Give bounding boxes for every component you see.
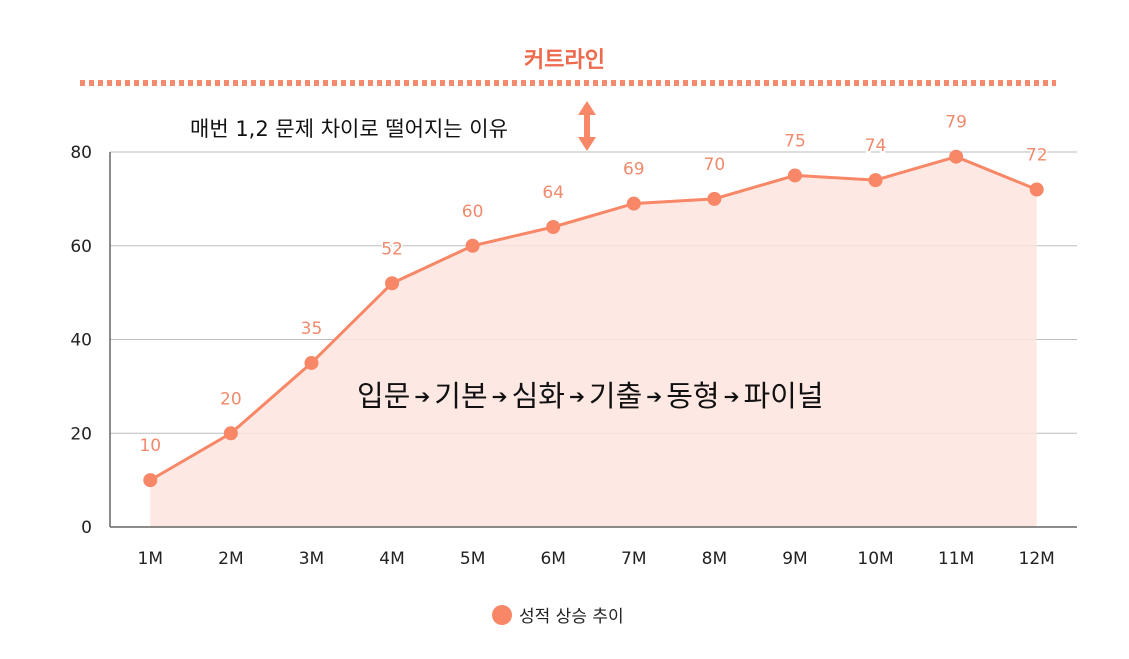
reason-text: 매번 1,2 문제 차이로 떨어지는 이유 (190, 117, 508, 141)
data-point (707, 191, 722, 206)
data-label: 60 (462, 202, 484, 222)
stage-label: 심화 (511, 379, 565, 413)
stage-label: 파이널 (743, 379, 824, 413)
stage-arrow-icon: ➔ (414, 386, 431, 408)
y-tick-label: 0 (81, 518, 92, 538)
stage-arrow-icon: ➔ (646, 386, 663, 408)
data-point (143, 473, 158, 488)
data-point (385, 276, 400, 291)
y-tick-label: 60 (70, 237, 92, 257)
data-point (787, 168, 802, 183)
data-label: 69 (623, 160, 645, 180)
x-tick-label: 5M (460, 549, 485, 569)
data-point (465, 238, 480, 253)
stage-label: 입문 (357, 379, 411, 413)
stage-label: 동형 (666, 379, 720, 413)
x-tick-label: 2M (218, 549, 243, 569)
x-tick-label: 10M (857, 549, 893, 569)
x-tick-label: 6M (540, 549, 565, 569)
legend: 성적 상승 추이 (492, 602, 624, 627)
axes (109, 152, 1077, 528)
stage-arrow-icon: ➔ (491, 386, 508, 408)
area-fill (150, 156, 1037, 527)
stage-label: 기출 (588, 379, 643, 413)
x-tick-label: 11M (938, 549, 974, 569)
y-tick-label: 40 (70, 331, 92, 351)
data-label: 10 (139, 436, 161, 456)
data-labels: 10 20 35 52 60 64 69 70 75 74 79 72 (138, 111, 1049, 457)
data-point (223, 426, 238, 441)
data-point (546, 220, 561, 234)
cutline-dotted-line (80, 80, 1056, 86)
stage-flow: 입문 ➔ 기본 ➔ 심화 ➔ 기출 ➔ 동형 ➔ 파이널 (357, 373, 824, 415)
series-line (149, 155, 1038, 482)
double-arrow-icon (578, 101, 596, 151)
data-label: 64 (542, 183, 564, 203)
y-tick-labels: 0 20 40 60 80 (70, 143, 92, 538)
data-point (626, 196, 641, 211)
x-tick-label: 1M (138, 549, 163, 569)
data-label: 75 (784, 131, 806, 151)
data-label: 35 (301, 319, 323, 339)
y-tick-label: 80 (70, 143, 92, 163)
stage-arrow-icon: ➔ (568, 386, 585, 408)
x-tick-label: 8M (702, 549, 727, 569)
data-point (304, 355, 319, 370)
data-point (1029, 182, 1044, 197)
x-tick-label: 9M (782, 549, 807, 569)
x-tick-labels: 1M 2M 3M 4M 5M 6M 7M 8M 9M 10M 11M 12M (138, 549, 1055, 569)
data-label: 20 (220, 389, 242, 409)
x-tick-label: 3M (299, 549, 324, 569)
data-label: 79 (945, 113, 967, 133)
data-label: 52 (381, 239, 403, 259)
y-tick-label: 20 (70, 424, 92, 444)
data-points (143, 149, 1044, 488)
data-label: 72 (1026, 146, 1048, 166)
stage-label: 기본 (434, 379, 488, 413)
x-tick-label: 12M (1019, 549, 1055, 569)
legend-marker-icon (492, 604, 512, 625)
data-label: 74 (865, 136, 887, 156)
data-point (868, 173, 883, 188)
x-tick-label: 4M (379, 549, 404, 569)
x-tick-label: 7M (621, 549, 646, 569)
stage-arrow-icon: ➔ (723, 386, 740, 408)
data-point (949, 149, 964, 164)
cutline-label: 커트라인 (524, 48, 605, 73)
data-label: 70 (704, 155, 726, 175)
legend-label: 성적 상승 추이 (519, 607, 624, 627)
